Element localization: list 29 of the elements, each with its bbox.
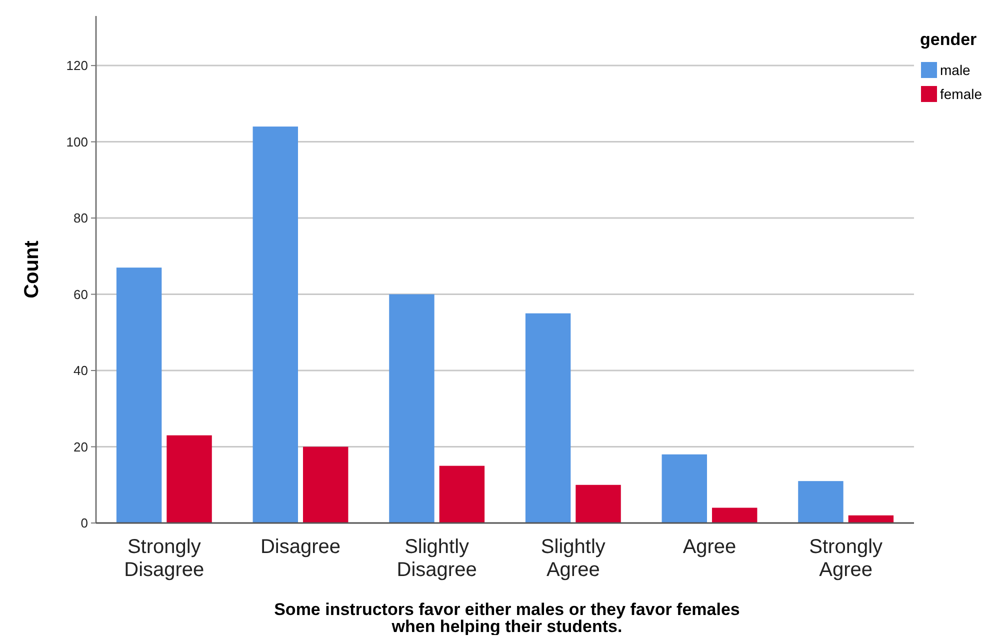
y-tick-label: 40 (74, 363, 88, 378)
legend-title: gender (920, 30, 978, 49)
y-tick-label: 120 (66, 58, 88, 74)
y-axis-title: Count (21, 240, 43, 298)
x-tick-label: Strongly Disagree (124, 536, 204, 581)
y-tick-label: 0 (80, 516, 88, 531)
bar (576, 484, 621, 523)
legend-label: male (940, 62, 971, 78)
bar (252, 126, 298, 523)
bar (439, 466, 485, 523)
y-tick-label: 60 (74, 286, 88, 302)
x-tick-label: Disagree (260, 536, 341, 558)
bar (798, 481, 844, 523)
bar (303, 446, 348, 523)
x-tick-label: Slightly Agree (540, 536, 606, 581)
bar (662, 454, 707, 523)
bar (166, 435, 212, 523)
bar (389, 294, 434, 523)
bar (116, 268, 162, 523)
x-tick-label: Strongly Agree (809, 536, 883, 581)
bar (712, 508, 758, 523)
x-tick-label: Agree (682, 536, 736, 558)
x-tick-label: Slightly Disagree (396, 536, 477, 581)
legend-label: female (940, 86, 982, 102)
bar (525, 313, 571, 523)
y-tick-label: 100 (66, 134, 88, 150)
y-tick-label: 20 (74, 439, 88, 454)
y-tick-label: 80 (74, 210, 88, 226)
bar (848, 515, 894, 523)
